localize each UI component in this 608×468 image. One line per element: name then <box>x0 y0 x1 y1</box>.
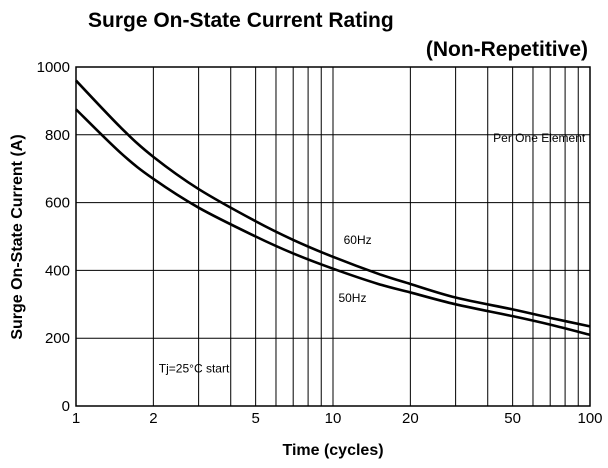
series-layer <box>75 79 591 337</box>
plot-frame <box>75 66 591 407</box>
y-tick-label: 1000 <box>37 59 70 76</box>
y-tick-label: 400 <box>45 262 70 279</box>
x-tick-label: 1 <box>72 410 80 427</box>
grid <box>76 67 590 406</box>
y-tick-label: 800 <box>45 127 70 144</box>
junction-temp-note: Tj=25°C start <box>159 362 230 376</box>
series-line-60hz <box>75 79 591 328</box>
y-tick-label: 200 <box>45 330 70 347</box>
series-line-50hz <box>75 108 591 337</box>
x-tick-label: 2 <box>149 410 157 427</box>
chart-title: Surge On-State Current Rating <box>88 9 394 32</box>
x-axis-title: Time (cycles) <box>282 442 383 459</box>
series-labels: 60Hz 50Hz Per One Element Tj=25°C start <box>159 131 586 376</box>
y-tick-label: 0 <box>62 398 70 415</box>
y-axis-title: Surge On-State Current (A) <box>9 134 26 339</box>
series-label-50hz: 50Hz <box>338 291 366 305</box>
x-tick-label: 20 <box>402 410 419 427</box>
series-label-60hz: 60Hz <box>344 233 372 247</box>
x-tick-label: 100 <box>577 410 602 427</box>
per-element-note: Per One Element <box>493 131 586 145</box>
y-tick-label: 600 <box>45 195 70 212</box>
chart-subtitle: (Non-Repetitive) <box>426 38 588 61</box>
x-tick-label: 10 <box>325 410 342 427</box>
x-tick-label: 5 <box>251 410 259 427</box>
x-tick-label: 50 <box>504 410 521 427</box>
